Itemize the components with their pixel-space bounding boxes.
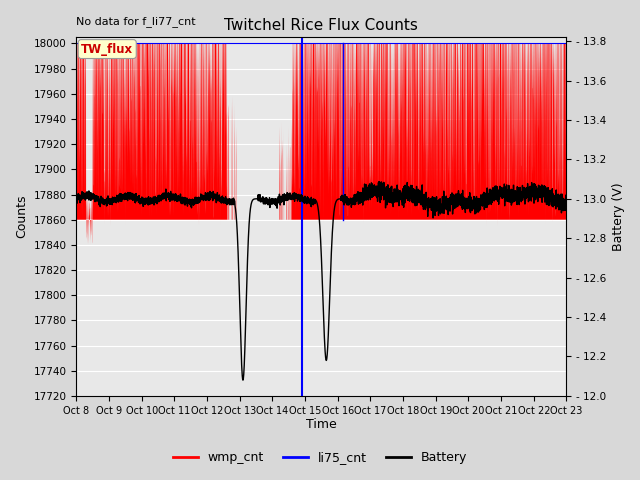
- Text: No data for f_li77_cnt: No data for f_li77_cnt: [76, 16, 196, 26]
- Title: Twitchel Rice Flux Counts: Twitchel Rice Flux Counts: [225, 18, 419, 33]
- X-axis label: Time: Time: [306, 419, 337, 432]
- Text: TW_flux: TW_flux: [81, 43, 133, 56]
- Y-axis label: Counts: Counts: [15, 195, 28, 238]
- Legend: wmp_cnt, li75_cnt, Battery: wmp_cnt, li75_cnt, Battery: [168, 446, 472, 469]
- Y-axis label: Battery (V): Battery (V): [612, 182, 625, 251]
